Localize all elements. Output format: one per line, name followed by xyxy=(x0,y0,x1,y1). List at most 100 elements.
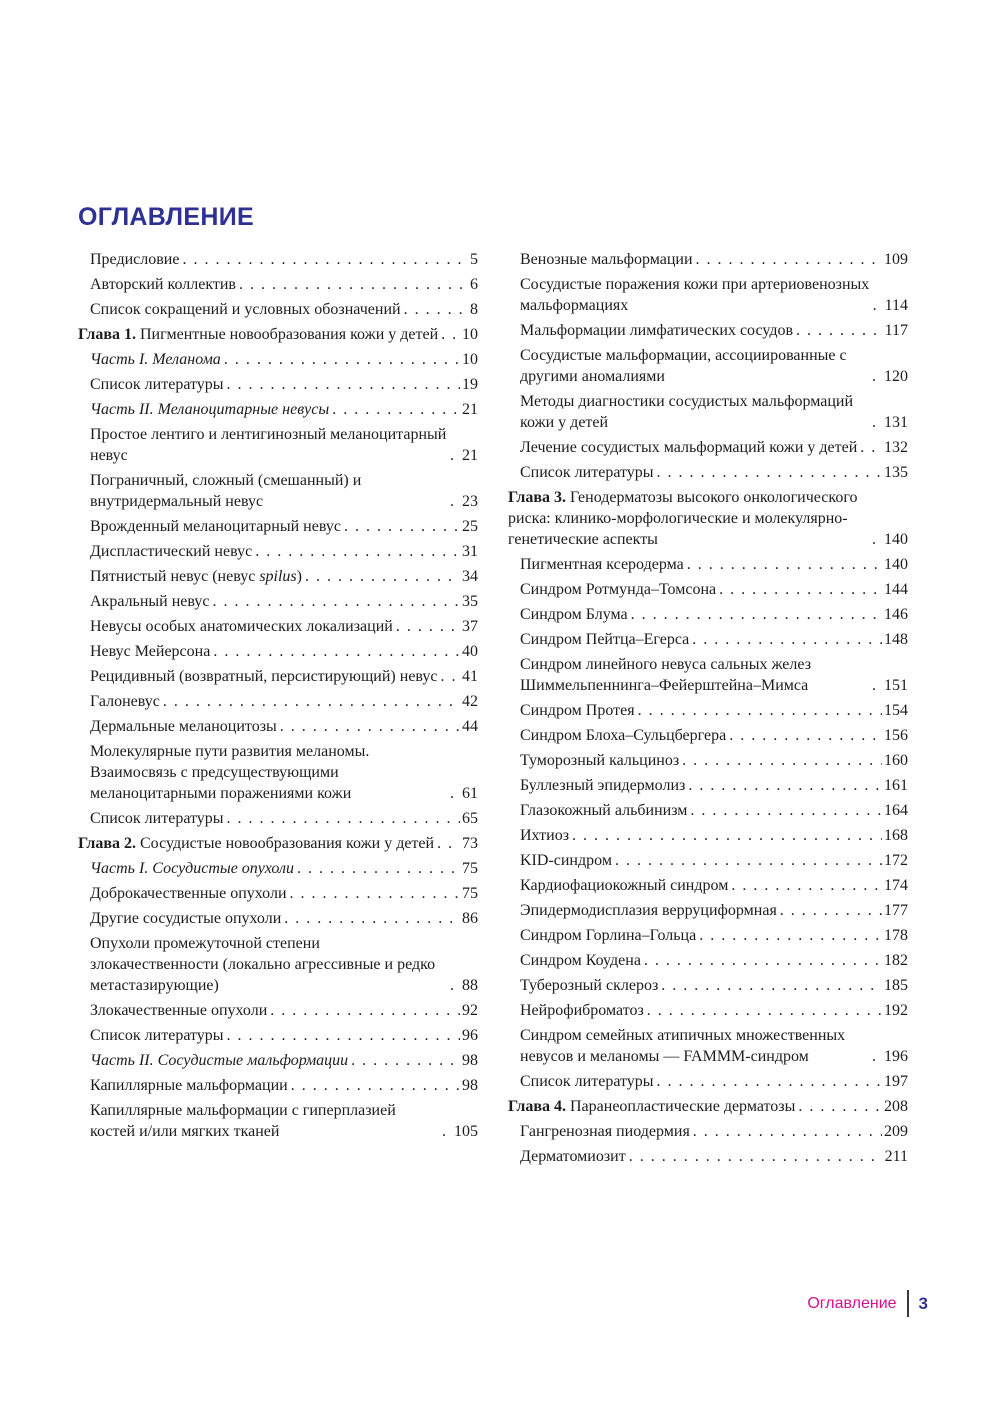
toc-entry-page: 172 xyxy=(884,852,908,869)
dot-leader xyxy=(437,833,460,854)
toc-entry-page: 65 xyxy=(462,810,478,827)
dot-leader xyxy=(796,320,883,341)
toc-entry-page: 160 xyxy=(884,752,908,769)
toc-entry-title: Молекулярные пути развития меланомы. Вза… xyxy=(90,743,370,802)
dot-leader xyxy=(780,900,882,921)
toc-entry-title: Ихтиоз xyxy=(520,827,570,844)
dot-leader xyxy=(638,700,882,721)
toc-entry-page: 21 xyxy=(462,447,478,464)
toc-entry-page: 132 xyxy=(884,439,908,456)
toc-entry-title: Кардиофациокожный синдром xyxy=(520,877,729,894)
dot-leader xyxy=(572,825,882,846)
toc-entry-page: 140 xyxy=(884,531,908,548)
dot-leader xyxy=(657,1071,882,1092)
page-title: ОГЛАВЛЕНИЕ xyxy=(78,203,254,231)
toc-entry-page: 185 xyxy=(884,977,908,994)
dot-leader xyxy=(450,491,460,512)
toc-entry: Опухоли промежуточной степени злокачеств… xyxy=(78,933,478,996)
toc-entry-page: 144 xyxy=(884,581,908,598)
toc-entry-page: 109 xyxy=(884,251,908,268)
dot-leader xyxy=(280,716,460,737)
toc-entry-title: Диспластический невус xyxy=(90,543,253,560)
toc-entry: Туморозный кальциноз 160 xyxy=(508,750,908,771)
toc-entry-page: 8 xyxy=(470,301,478,318)
toc-entry-page: 208 xyxy=(884,1098,908,1115)
toc-entry: Акральный невус 35 xyxy=(78,591,478,612)
toc-entry-page: 10 xyxy=(462,326,478,343)
toc-entry: Глазокожный альбинизм 164 xyxy=(508,800,908,821)
toc-entry: Глава 1. Пигментные новообразования кожи… xyxy=(78,324,478,345)
toc-entry: Ихтиоз 168 xyxy=(508,825,908,846)
toc-entry: Авторский коллектив 6 xyxy=(78,274,478,295)
toc-entry-page: 196 xyxy=(884,1048,908,1065)
dot-leader xyxy=(442,1121,452,1142)
toc-entry-page: 40 xyxy=(462,643,478,660)
toc-entry: Синдром семейных атипичных множественных… xyxy=(508,1025,908,1067)
toc-entry-title: Другие сосудистые опухоли xyxy=(90,910,282,927)
toc-entry-page: 96 xyxy=(462,1027,478,1044)
dot-leader xyxy=(644,950,882,971)
dot-leader xyxy=(290,883,460,904)
toc-entry-title: Синдром Блума xyxy=(520,606,628,623)
dot-leader xyxy=(351,1050,460,1071)
footer-divider xyxy=(906,1290,909,1317)
toc-entry-page: 135 xyxy=(884,464,908,481)
toc-entry-title: Венозные мальформации xyxy=(520,251,693,268)
toc-entry-page: 177 xyxy=(884,902,908,919)
toc-entry-page: 19 xyxy=(462,376,478,393)
toc-entry: Невус Мейерсона 40 xyxy=(78,641,478,662)
dot-leader xyxy=(450,783,460,804)
dot-leader xyxy=(692,629,882,650)
toc-entry: Сосудистые мальформации, ассоциированные… xyxy=(508,345,908,387)
toc-entry: Венозные мальформации 109 xyxy=(508,249,908,270)
toc-entry: Сосудистые поражения кожи при артериовен… xyxy=(508,274,908,316)
dot-leader xyxy=(255,541,460,562)
toc-entry-title: Туморозный кальциноз xyxy=(520,752,680,769)
toc-entry: Часть II. Сосудистые мальформации 98 xyxy=(78,1050,478,1071)
toc-entry: Доброкачественные опухоли 75 xyxy=(78,883,478,904)
toc-entry-title: Сосудистые мальформации, ассоциированные… xyxy=(520,347,847,385)
toc-column-right: Венозные мальформации 109 Сосудистые пораж… xyxy=(508,249,908,1171)
toc-entry: Список литературы 65 xyxy=(78,808,478,829)
toc-entry-title: Глава 2. Сосудистые новообразования кожи… xyxy=(78,835,435,852)
toc-entry: Дермальные меланоцитозы 44 xyxy=(78,716,478,737)
toc-entry-title: Синдром Пейтца–Егерса xyxy=(520,631,690,648)
toc-entry-page: 161 xyxy=(884,777,908,794)
toc-entry-page: 88 xyxy=(462,977,478,994)
toc-entry-title: Буллезный эпидермолиз xyxy=(520,777,686,794)
footer-section-label: Оглавление xyxy=(807,1294,897,1312)
dot-leader xyxy=(647,1000,882,1021)
toc-entry-page: 168 xyxy=(884,827,908,844)
dot-leader xyxy=(699,925,882,946)
dot-leader xyxy=(284,908,460,929)
toc-entry-page: 75 xyxy=(462,885,478,902)
toc-entry-page: 41 xyxy=(462,668,478,685)
toc-entry: Злокачественные опухоли 92 xyxy=(78,1000,478,1021)
toc-entry-title: Пятнистый невус (невус spilus) xyxy=(90,568,302,585)
toc-entry-page: 140 xyxy=(884,556,908,573)
toc-columns: Предисловие 5 Авторский коллектив 6 Список с… xyxy=(78,249,928,1171)
toc-entry-page: 156 xyxy=(884,727,908,744)
toc-entry-title: Капиллярные мальформации xyxy=(90,1077,288,1094)
toc-entry-title: Рецидивный (возвратный, персистирующий) … xyxy=(90,668,438,685)
toc-entry: Список литературы 135 xyxy=(508,462,908,483)
toc-entry: Синдром линейного невуса сальных желез Ш… xyxy=(508,654,908,696)
toc-entry-page: 98 xyxy=(462,1052,478,1069)
toc-entry: Дерматомиозит 211 xyxy=(508,1146,908,1167)
toc-entry-title: Глава 3. Генодерматозы высокого онкологи… xyxy=(508,489,858,548)
dot-leader xyxy=(631,604,882,625)
dot-leader xyxy=(291,1075,460,1096)
toc-entry-page: 61 xyxy=(462,785,478,802)
toc-entry-title: Дерматомиозит xyxy=(520,1148,626,1165)
toc-entry-page: 192 xyxy=(884,1002,908,1019)
toc-entry: Пятнистый невус (невус spilus) 34 xyxy=(78,566,478,587)
toc-entry: KID-синдром 172 xyxy=(508,850,908,871)
toc-entry: Врожденный меланоцитарный невус 25 xyxy=(78,516,478,537)
toc-entry: Галоневус 42 xyxy=(78,691,478,712)
dot-leader xyxy=(682,750,882,771)
toc-entry-page: 174 xyxy=(884,877,908,894)
toc-entry-page: 146 xyxy=(884,606,908,623)
toc-entry-title: Сосудистые поражения кожи при артериовен… xyxy=(520,276,870,314)
toc-entry-page: 178 xyxy=(884,927,908,944)
